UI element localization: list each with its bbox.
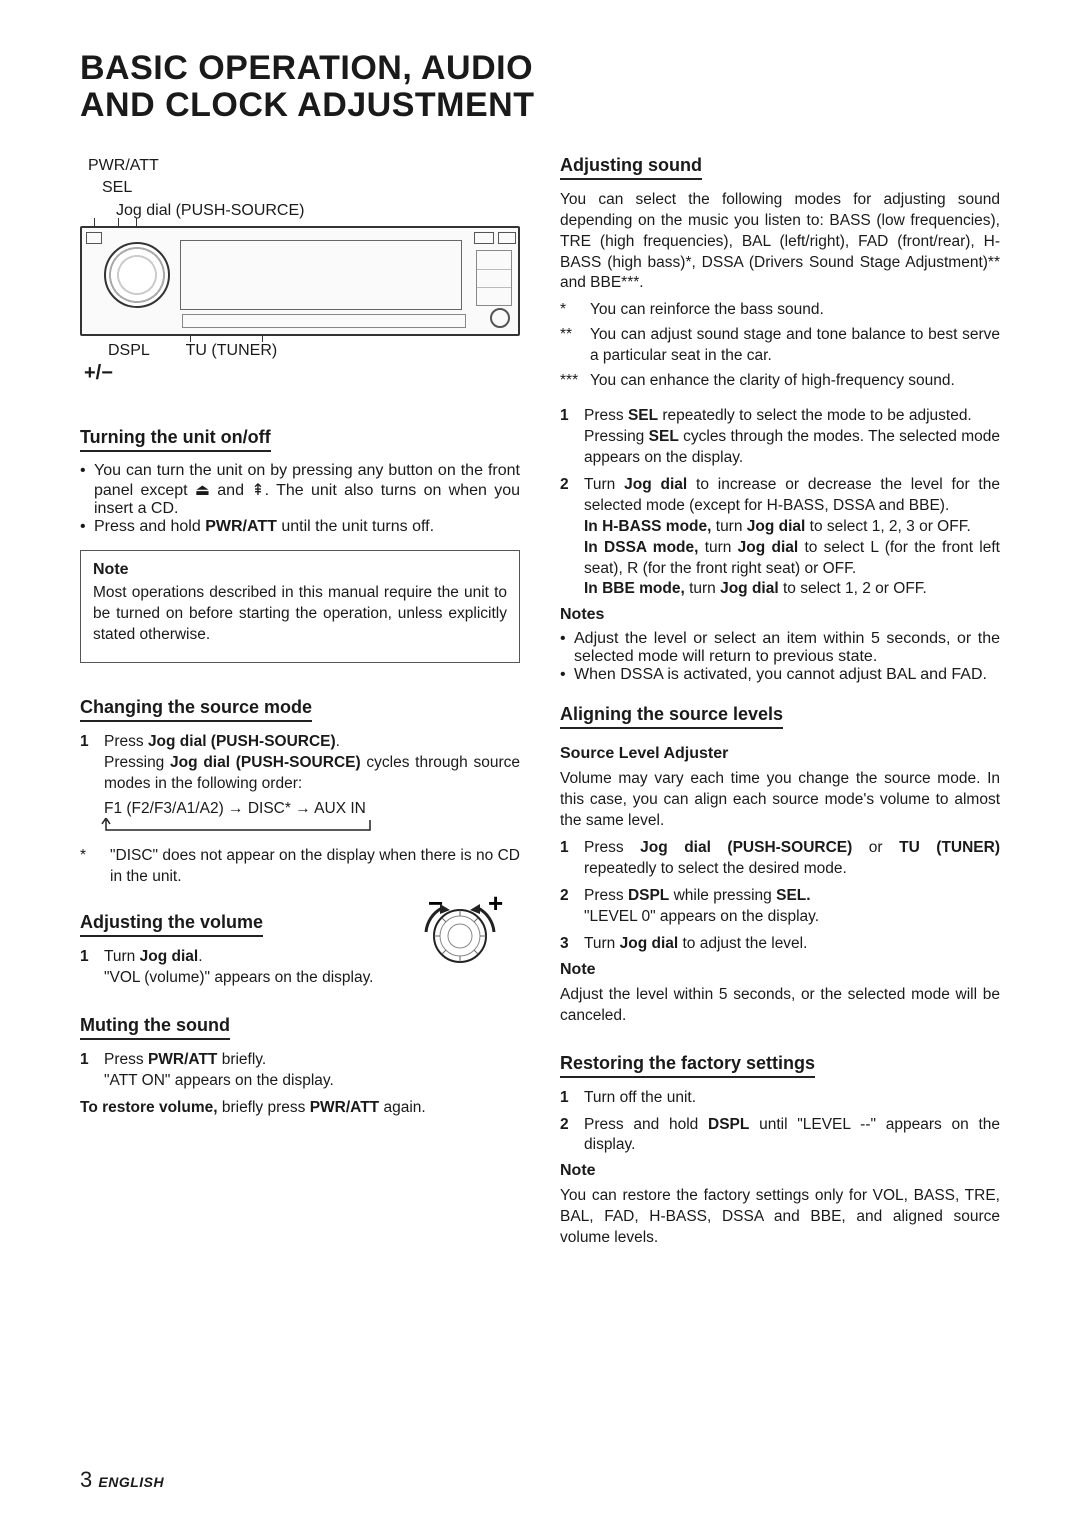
section-adjusting-sound: Adjusting sound	[560, 155, 702, 180]
restore-note-body: You can restore the factory settings onl…	[560, 1186, 1000, 1249]
adjusting-sound-intro: You can select the following modes for a…	[560, 190, 1000, 295]
restore-note-title: Note	[560, 1162, 1000, 1180]
section-muting-sound: Muting the sound	[80, 1015, 230, 1040]
footnote-2: You can adjust sound stage and tone bala…	[590, 325, 1000, 367]
section-aligning-source-levels: Aligning the source levels	[560, 704, 783, 729]
diagram-top-labels: PWR/ATT SEL Jog dial (PUSH-SOURCE)	[88, 155, 520, 222]
muting-restore: To restore volume, briefly press PWR/ATT…	[80, 1098, 520, 1119]
align-step-1: Press Jog dial (PUSH-SOURCE) or TU (TUNE…	[560, 838, 1000, 880]
section-restoring-factory: Restoring the factory settings	[560, 1053, 815, 1078]
left-column: PWR/ATT SEL Jog dial (PUSH-SOURCE) DSPL …	[80, 155, 520, 1255]
note-body: Most operations described in this manual…	[93, 583, 507, 646]
page-footer: 3 ENGLISH	[80, 1467, 164, 1493]
section-adjusting-volume: Adjusting the volume	[80, 912, 263, 937]
label-dspl: DSPL	[108, 342, 149, 359]
diagram-bottom-labels: DSPL TU (TUNER)	[108, 342, 520, 360]
page-number: 3	[80, 1467, 92, 1492]
language-label: ENGLISH	[98, 1474, 164, 1490]
align-step-3: Turn Jog dial to adjust the level.	[560, 934, 1000, 955]
volume-step-1: Turn Jog dial. "VOL (volume)" appears on…	[80, 947, 376, 989]
notes-bullet-1: Adjust the level or select an item withi…	[574, 630, 1000, 666]
notes-title: Notes	[560, 606, 1000, 624]
align-note-body: Adjust the level within 5 seconds, or th…	[560, 985, 1000, 1027]
note-title: Note	[93, 561, 507, 579]
notes-bullet-2: When DSSA is activated, you cannot adjus…	[574, 666, 1000, 684]
footnote-1: You can reinforce the bass sound.	[590, 300, 1000, 321]
changing-step-1: Press Jog dial (PUSH-SOURCE). Pressing J…	[80, 732, 520, 795]
turning-bullet-2: Press and hold PWR/ATT until the unit tu…	[94, 518, 520, 536]
turning-bullet-1: You can turn the unit on by pressing any…	[94, 462, 520, 518]
display-area-icon	[180, 240, 462, 310]
source-cycle-order: F1 (F2/F3/A1/A2) → DISC* → AUX IN	[80, 800, 520, 818]
page-title: BASIC OPERATION, AUDIO AND CLOCK ADJUSTM…	[80, 50, 586, 125]
restore-step-2: Press and hold DSPL until "LEVEL --" app…	[560, 1115, 1000, 1157]
source-level-adjuster-subtitle: Source Level Adjuster	[560, 745, 1000, 763]
volume-dial-icon: − +	[400, 892, 520, 977]
restore-step-1: Turn off the unit.	[560, 1088, 1000, 1109]
label-jog-dial: Jog dial (PUSH-SOURCE)	[116, 200, 520, 222]
svg-text:+: +	[488, 892, 503, 918]
footnote-3: You can enhance the clarity of high-freq…	[590, 371, 1000, 392]
align-step-2: Press DSPL while pressing SEL."LEVEL 0" …	[560, 886, 1000, 928]
section-turning-on-off: Turning the unit on/off	[80, 427, 271, 452]
adjust-step-1: Press SEL repeatedly to select the mode …	[560, 406, 1000, 469]
cycle-return-arrow-icon	[80, 818, 520, 836]
unit-diagram	[80, 226, 520, 336]
muting-step-1: Press PWR/ATT briefly. "ATT ON" appears …	[80, 1050, 520, 1092]
note-box-operations: Note Most operations described in this m…	[80, 550, 520, 663]
align-note-title: Note	[560, 961, 1000, 979]
label-pwr-att: PWR/ATT	[88, 155, 520, 177]
label-sel: SEL	[102, 177, 520, 199]
section-changing-source: Changing the source mode	[80, 697, 312, 722]
disc-footnote: "DISC" does not appear on the display wh…	[110, 846, 520, 888]
jog-dial-icon	[104, 242, 170, 308]
adjust-step-2: Turn Jog dial to increase or decrease th…	[560, 475, 1000, 601]
right-column: Adjusting sound You can select the follo…	[560, 155, 1000, 1255]
label-tu-tuner: TU (TUNER)	[186, 342, 278, 359]
aligning-intro: Volume may vary each time you change the…	[560, 769, 1000, 832]
label-plus-minus: +/−	[84, 362, 520, 385]
